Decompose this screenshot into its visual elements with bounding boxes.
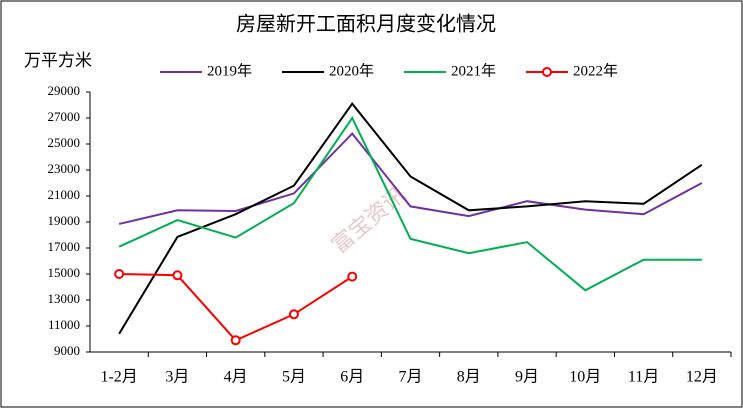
x-tick-label: 5月 [282, 369, 306, 386]
legend-label: 2020年 [329, 62, 374, 79]
series-line [118, 102, 703, 335]
point [288, 309, 299, 320]
legend-label: 2019年 [207, 62, 252, 79]
point [230, 335, 241, 346]
y-tick-label: 17000 [48, 239, 81, 254]
x-tick-label: 7月 [398, 369, 422, 386]
x-tick-label: 9月 [515, 369, 539, 386]
series-line [118, 116, 702, 292]
legend-label: 2021年 [451, 62, 496, 79]
legend-label: 2022年 [573, 62, 618, 79]
point [172, 270, 183, 281]
y-axis-label: 万平方米 [24, 51, 92, 70]
point [114, 269, 125, 279]
legend-marker [542, 67, 552, 77]
y-tick-label: 27000 [48, 109, 81, 124]
y-tick-label: 19000 [48, 213, 81, 228]
series-line [118, 132, 703, 225]
x-tick-label: 3月 [165, 369, 189, 386]
y-tick-label: 9000 [54, 343, 80, 358]
y-tick-label: 23000 [48, 161, 81, 176]
x-tick-label: 11月 [628, 369, 659, 386]
x-tick-label: 6月 [340, 369, 364, 386]
chart-title: 房屋新开工面积月度变化情况 [236, 13, 496, 36]
x-tick-label: 1-2月 [100, 369, 137, 386]
y-tick-label: 29000 [48, 83, 81, 98]
x-tick-label: 8月 [457, 369, 481, 386]
point [347, 271, 358, 282]
y-tick-label: 25000 [48, 135, 81, 150]
y-tick-label: 11000 [48, 317, 80, 332]
y-tick-label: 13000 [48, 291, 81, 306]
x-tick-label: 10月 [569, 369, 601, 386]
x-tick-label: 4月 [224, 369, 248, 386]
y-tick-label: 21000 [48, 187, 81, 202]
x-tick-label: 12月 [686, 369, 718, 386]
y-tick-label: 15000 [48, 265, 81, 280]
